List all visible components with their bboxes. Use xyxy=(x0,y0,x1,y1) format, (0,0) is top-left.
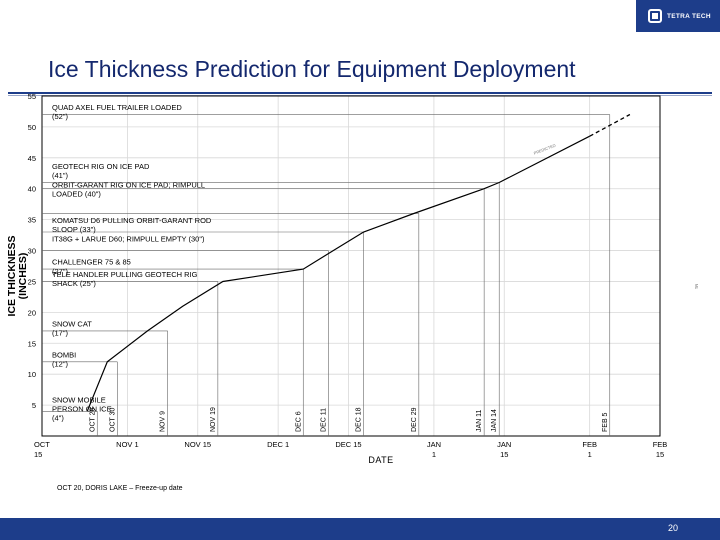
marker-date-label: FEB 5 xyxy=(602,412,609,432)
logo-text: TETRA TECH xyxy=(667,12,711,20)
curve-label: PREDICTED xyxy=(533,143,556,156)
marker-date-label: OCT 26 xyxy=(89,408,96,432)
marker-date-label: OCT 30 xyxy=(109,408,116,432)
freeze-up-footnote: OCT 20, DORIS LAKE – Freeze-up date xyxy=(57,485,183,492)
y-tick-label: 35 xyxy=(28,216,36,225)
x-tick-label: FEB 15 xyxy=(653,440,668,459)
side-mark: TR xyxy=(694,283,700,290)
marker-date-label: DEC 6 xyxy=(295,411,302,432)
y-tick-label: 50 xyxy=(28,123,36,132)
equipment-annotation: BOMBI xyxy=(52,350,76,359)
equipment-annotation: TELE HANDLER PULLING GEOTECH RIG xyxy=(52,270,198,279)
y-tick-label: 40 xyxy=(28,185,36,194)
marker-date-label: JAN 11 xyxy=(476,409,483,432)
equipment-annotation: (17") xyxy=(52,329,69,338)
x-tick-label: JAN 15 xyxy=(497,440,511,459)
x-tick-label: DEC 15 xyxy=(335,440,361,449)
x-tick-label: NOV 15 xyxy=(184,440,211,449)
equipment-annotation: (27") xyxy=(52,267,69,276)
equipment-annotation: (12") xyxy=(52,360,69,369)
y-tick-label: 15 xyxy=(28,339,36,348)
marker-date-label: NOV 9 xyxy=(160,411,167,432)
company-logo: TETRA TECH xyxy=(636,0,720,32)
equipment-annotation: (4") xyxy=(52,414,64,423)
equipment-annotation: SNOW CAT xyxy=(52,319,92,328)
prediction-curve-solid xyxy=(86,135,590,412)
y-tick-label: 45 xyxy=(28,154,36,163)
footer-bar: 20 xyxy=(0,518,720,540)
marker-date-label: DEC 29 xyxy=(411,407,418,432)
equipment-annotation: PERSON ON ICE xyxy=(52,404,112,413)
equipment-annotation: IT38G + LARUE D60; RIMPULL EMPTY (30") xyxy=(52,234,205,243)
plot-frame xyxy=(41,95,661,437)
page-number: 20 xyxy=(667,523,678,533)
equipment-annotation: (41") xyxy=(52,171,69,180)
equipment-annotation: ORBIT-GARANT RIG ON ICE PAD; RIMPULL xyxy=(52,180,205,189)
x-tick-label: NOV 1 xyxy=(116,440,139,449)
equipment-annotation: SHACK (25") xyxy=(52,279,96,288)
y-axis-title: ICE THICKNESS(INCHES) xyxy=(6,235,29,316)
equipment-annotation: SLOOP (33") xyxy=(52,225,96,234)
equipment-annotation: SNOW MOBILE xyxy=(52,395,106,404)
x-tick-label: DEC 1 xyxy=(267,440,289,449)
equipment-annotation: QUAD AXEL FUEL TRAILER LOADED xyxy=(52,103,182,112)
x-axis-title: DATE xyxy=(368,455,393,465)
x-tick-label: OCT 15 xyxy=(34,440,50,459)
equipment-annotation: KOMATSU D6 PULLING ORBIT-GARANT ROD xyxy=(52,216,212,225)
y-tick-label: 25 xyxy=(28,277,36,286)
marker-date-label: JAN 14 xyxy=(491,409,498,432)
y-tick-label: 10 xyxy=(28,370,36,379)
marker-date-label: DEC 11 xyxy=(320,408,327,432)
x-tick-label: JAN 1 xyxy=(427,440,441,459)
equipment-annotation: CHALLENGER 75 & 85 xyxy=(52,258,131,267)
y-tick-label: 55 xyxy=(28,92,36,101)
equipment-annotation: GEOTECH RIG ON ICE PAD xyxy=(52,162,150,171)
prediction-curve-dashed xyxy=(589,113,631,137)
y-tick-label: 30 xyxy=(28,247,36,256)
equipment-annotation: (52") xyxy=(52,112,69,121)
title-rule xyxy=(8,92,712,94)
logo-mark-icon xyxy=(648,9,662,23)
equipment-annotation: LOADED (40") xyxy=(52,190,101,199)
y-tick-label: 5 xyxy=(32,401,36,410)
marker-date-label: NOV 19 xyxy=(210,407,217,432)
x-tick-label: FEB 1 xyxy=(582,440,597,459)
marker-date-label: DEC 18 xyxy=(356,407,363,432)
slide-title: Ice Thickness Prediction for Equipment D… xyxy=(48,56,576,82)
y-tick-label: 20 xyxy=(28,308,36,317)
